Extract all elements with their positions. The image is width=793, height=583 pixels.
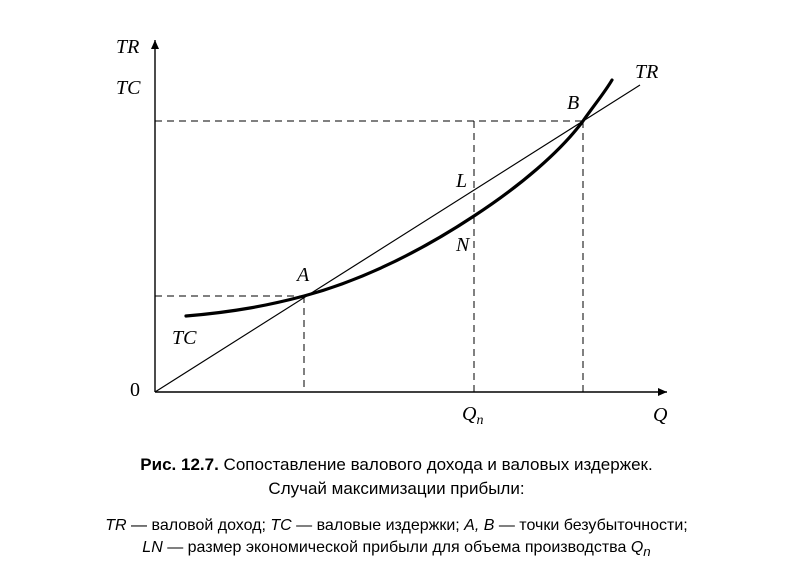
point-l-label: L xyxy=(455,170,467,192)
legend-line-1: TR — валовой доход; TC — валовые издержк… xyxy=(14,515,779,537)
point-n-label: N xyxy=(455,234,471,256)
qn-label: Qn xyxy=(462,403,483,428)
point-a-label: A xyxy=(295,264,310,286)
figure-legend: TR — валовой доход; TC — валовые издержк… xyxy=(14,515,779,563)
qn-label-subscript: n xyxy=(476,413,483,428)
y-axis-label-tr: TR xyxy=(116,36,139,58)
origin-label: 0 xyxy=(130,379,140,401)
legend-tr-symbol: TR xyxy=(105,517,127,534)
legend-tc-text: — валовые издержки; xyxy=(291,517,465,534)
x-axis-label-q: Q xyxy=(653,404,668,426)
caption-number: Рис. 12.7. xyxy=(140,455,219,474)
caption-line-1: Рис. 12.7. Сопоставление валового дохода… xyxy=(0,453,793,477)
caption-title: Сопоставление валового дохода и валовых … xyxy=(223,455,653,474)
tc-curve-label: TC xyxy=(172,327,197,349)
y-axis-label-tc: TC xyxy=(116,77,141,99)
legend-q-symbol: Q xyxy=(630,539,644,556)
profit-maximization-diagram: TR TC Q 0 Qn TR TC A B L N xyxy=(116,36,668,428)
legend-tr-text: — валовой доход; xyxy=(126,517,271,534)
tc-curve xyxy=(184,78,614,318)
dashed-guides xyxy=(155,120,584,392)
qn-label-main: Q xyxy=(462,403,477,425)
point-b-label: B xyxy=(567,92,579,114)
legend-line-2: LN — размер экономической прибыли для об… xyxy=(14,537,779,563)
legend-tc-symbol: TC xyxy=(270,517,292,534)
legend-q-subscript: n xyxy=(643,544,651,560)
legend-ln-symbol: LN xyxy=(142,539,163,556)
legend-ab-text: — точки безубыточности; xyxy=(494,517,688,534)
legend-ab-symbol: A, B xyxy=(464,517,495,534)
tr-curve-label: TR xyxy=(635,61,658,83)
tr-line xyxy=(154,84,641,393)
legend-ln-text: — размер экономической прибыли для объем… xyxy=(162,539,631,556)
figure-caption: Рис. 12.7. Сопоставление валового дохода… xyxy=(0,453,793,501)
caption-line-2: Случай максимизации прибыли: xyxy=(268,479,525,498)
